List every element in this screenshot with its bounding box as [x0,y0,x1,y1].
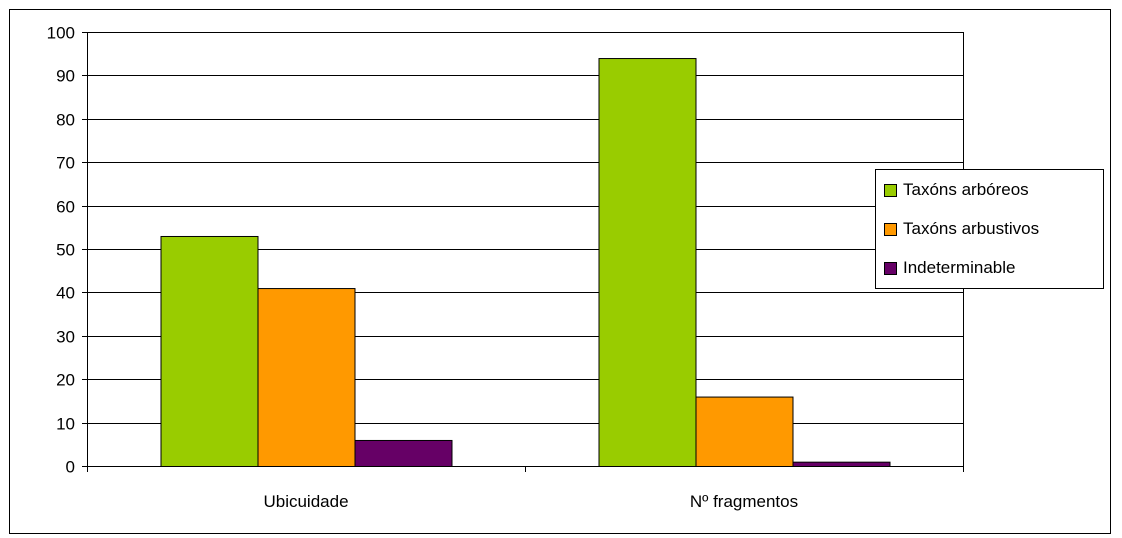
y-tick-label: 10 [56,415,75,434]
bar [354,439,453,467]
legend-swatch [884,183,897,197]
bar [257,288,356,467]
legend-item-taxons-arboreos: Taxóns arbóreos [884,178,1029,202]
y-tick-label: 60 [56,198,75,217]
legend-label: Indeterminable [903,258,1016,277]
legend-item-taxons-arbustivos: Taxóns arbustivos [884,217,1039,241]
legend-label: Taxóns arbustivos [903,219,1040,238]
y-axis-ticks: 0 10 20 30 40 50 60 70 80 90 100 [47,24,87,477]
x-tick-label: Ubicuidade [263,492,348,511]
bar [792,461,891,468]
legend-item-indeterminable: Indeterminable [884,256,1015,280]
y-tick-label: 40 [56,284,75,303]
y-tick-label: 30 [56,328,75,347]
y-tick-label: 0 [66,458,75,477]
y-tick-label: 50 [56,241,75,260]
x-axis-ticks: Ubicuidade Nº fragmentos [87,466,964,511]
y-tick-label: 80 [56,111,75,130]
legend-label: Taxóns arbóreos [903,180,1029,199]
x-tick-label: Nº fragmentos [690,492,798,511]
y-tick-label: 90 [56,67,75,86]
legend: Taxóns arbóreos Taxóns arbustivos Indete… [875,169,1104,289]
legend-swatch [884,261,897,275]
bar [160,235,259,467]
y-tick-label: 20 [56,371,75,390]
bar [695,396,794,467]
bar [598,58,697,467]
y-tick-label: 100 [47,24,75,43]
legend-swatch [884,222,897,236]
y-tick-label: 70 [56,154,75,173]
